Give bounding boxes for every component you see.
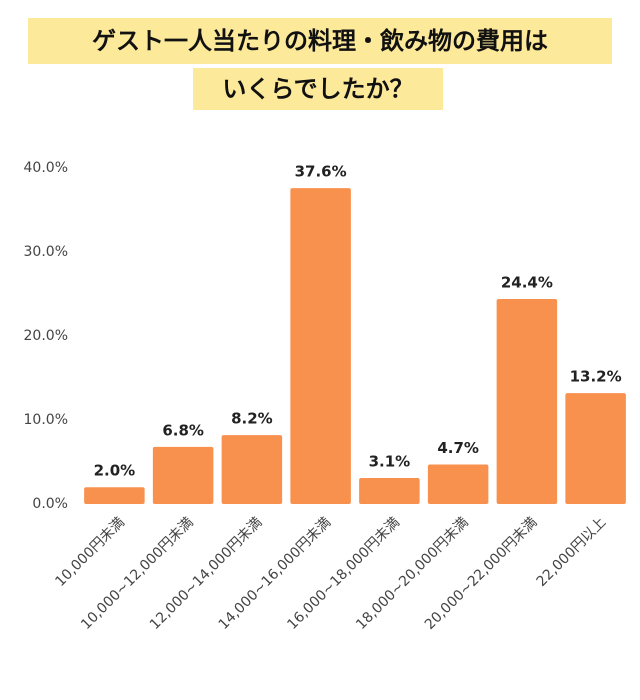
bar: [427, 464, 489, 504]
x-tick-label: 10,000円未満: [52, 514, 128, 590]
bar: [152, 446, 214, 504]
value-label: 8.2%: [231, 410, 273, 428]
y-tick-label: 40.0%: [24, 160, 68, 176]
bar: [221, 435, 283, 504]
y-tick-label: 10.0%: [24, 412, 68, 428]
title-highlight: [193, 68, 443, 110]
x-tick-label: 18,000~20,000円未満: [353, 514, 472, 633]
x-tick-label: 10,000~12,000円未満: [78, 514, 197, 633]
value-label: 6.8%: [162, 421, 204, 439]
chart-title: ゲスト一人当たりの料理・飲み物の費用は: [92, 27, 548, 55]
bar: [496, 299, 558, 504]
y-tick-label: 30.0%: [24, 244, 68, 260]
bar: [84, 487, 145, 504]
y-tick-label: 0.0%: [32, 496, 68, 512]
x-tick-label: 14,000~16,000円未満: [216, 514, 335, 633]
value-label: 13.2%: [570, 368, 622, 386]
value-label: 24.4%: [501, 274, 553, 292]
x-tick-label: 12,000~14,000円未満: [147, 514, 266, 633]
chart-title: いくらでしたか？: [222, 75, 413, 103]
value-label: 3.1%: [369, 452, 411, 470]
value-label: 4.7%: [437, 439, 479, 457]
x-tick-label: 16,000~18,000円未満: [284, 514, 403, 633]
x-tick-label: 22,000円以上: [534, 514, 610, 590]
bar: [565, 393, 626, 504]
bar: [359, 477, 420, 504]
y-tick-label: 20.0%: [24, 328, 68, 344]
value-label: 2.0%: [94, 462, 136, 480]
value-label: 37.6%: [295, 163, 347, 181]
bar: [290, 188, 351, 504]
title-highlight: [28, 18, 612, 64]
x-tick-label: 20,000~22,000円未満: [422, 514, 541, 633]
